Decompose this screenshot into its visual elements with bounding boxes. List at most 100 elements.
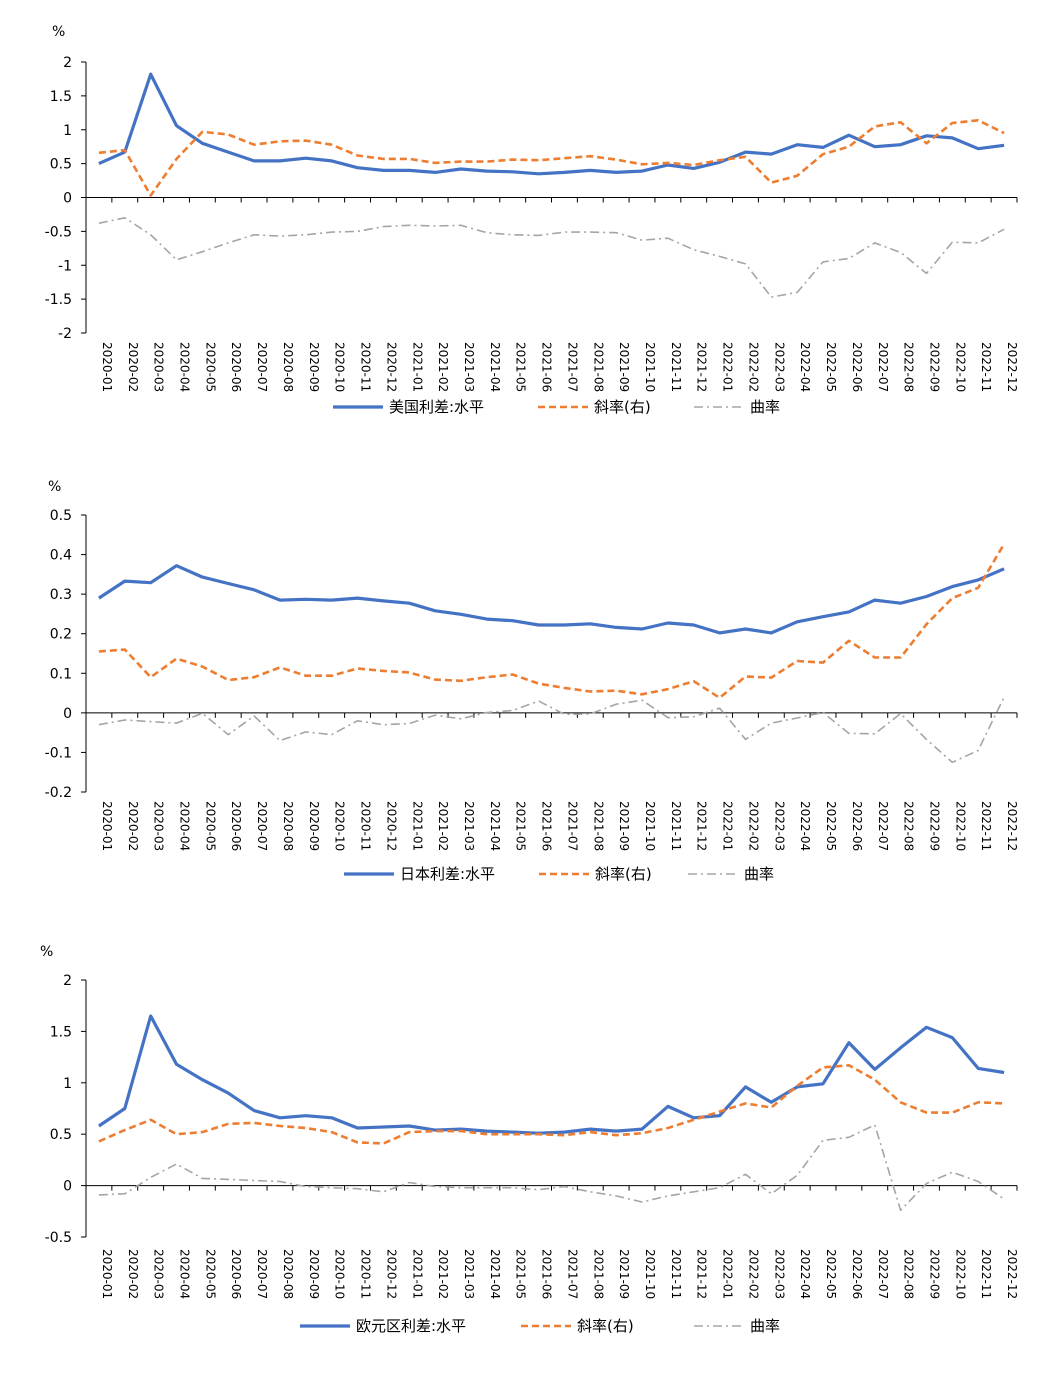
x-tick-label: 2021-05	[514, 1249, 528, 1299]
x-tick-label: 2022-06	[850, 801, 864, 851]
series-line-3	[98, 1124, 1005, 1212]
x-tick-label: 2021-03	[462, 1249, 476, 1299]
x-tick-label: 2020-06	[229, 801, 243, 851]
x-tick-label: 2021-07	[565, 1249, 579, 1299]
legend-label: 日本利差:水平	[400, 865, 495, 883]
y-tick-label: 1	[63, 1076, 72, 1092]
x-tick-label: 2020-08	[281, 801, 295, 851]
series-line-3	[98, 696, 1005, 764]
x-tick-label: 2022-02	[746, 801, 760, 851]
x-tick-label: 2021-05	[514, 801, 528, 851]
series-line-1	[98, 564, 1005, 635]
legend-label: 欧元区利差:水平	[356, 1317, 466, 1335]
legend-label: 曲率	[744, 865, 774, 883]
x-tick-label: 2022-09	[927, 342, 941, 392]
x-tick-label: 2021-07	[565, 342, 579, 392]
x-tick-label: 2022-03	[772, 801, 786, 851]
x-tick-label: 2022-05	[824, 1249, 838, 1299]
x-tick-label: 2021-08	[591, 801, 605, 851]
x-tick-label: 2021-04	[488, 1249, 502, 1299]
x-tick-label: 2022-07	[876, 801, 890, 851]
x-tick-label: 2021-06	[540, 1249, 554, 1299]
x-tick-label: 2021-03	[462, 801, 476, 851]
x-tick-label: 2022-12	[1005, 801, 1019, 851]
x-tick-label: 2020-02	[126, 342, 140, 392]
y-tick-label: 2	[63, 55, 72, 71]
x-tick-label: 2022-01	[721, 342, 735, 392]
x-tick-label: 2021-11	[669, 1249, 683, 1299]
x-tick-label: 2021-04	[488, 801, 502, 851]
series-line-2	[98, 1064, 1005, 1145]
legend-label: 曲率	[750, 1317, 780, 1335]
x-tick-label: 2022-09	[927, 801, 941, 851]
x-tick-label: 2021-05	[514, 342, 528, 392]
x-tick-label: 2021-09	[617, 342, 631, 392]
x-tick-label: 2022-10	[953, 342, 967, 392]
x-tick-label: 2021-10	[643, 1249, 657, 1299]
series-line-1	[98, 1014, 1005, 1135]
series-line-3	[98, 217, 1005, 298]
x-tick-label: 2022-07	[876, 1249, 890, 1299]
y-tick-label: -0.5	[45, 1230, 72, 1246]
chart-euro-spreads: % 2 1.5 1 0.5 0 -0.5 2020-01 2020-02 2020-03 2020-…	[40, 944, 1019, 1335]
x-tick-label: 2020-08	[281, 342, 295, 392]
x-tick-label: 2022-05	[824, 342, 838, 392]
x-tick-label: 2021-12	[695, 801, 709, 851]
x-tick-label: 2020-09	[307, 801, 321, 851]
y-tick-label: 0.5	[50, 508, 72, 524]
x-tick-label: 2020-03	[152, 1249, 166, 1299]
y-tick-label: 1	[63, 123, 72, 139]
series-line-2	[98, 119, 1005, 197]
y-tick-label: 0.1	[50, 666, 72, 682]
y-tick-label: 0	[63, 1179, 72, 1195]
x-tick-label: 2020-06	[229, 1249, 243, 1299]
x-tick-label: 2022-09	[927, 1249, 941, 1299]
x-tick-label: 2022-06	[850, 1249, 864, 1299]
x-tick-label: 2020-08	[281, 1249, 295, 1299]
y-tick-label: 1.5	[50, 1024, 72, 1040]
y-tick-label: 0.5	[50, 1127, 72, 1143]
chart-japan-spreads: % 0.5 0.4 0.3 0.2 0.1 0 -0.1 -0.2 2020-01 2020-02 2…	[45, 479, 1019, 883]
x-tick-label: 2021-09	[617, 1249, 631, 1299]
x-tick-label: 2020-09	[307, 1249, 321, 1299]
x-tick-label: 2021-02	[436, 342, 450, 392]
x-tick-label: 2020-03	[152, 801, 166, 851]
x-tick-label: 2021-04	[488, 342, 502, 392]
y-tick-label: 0	[63, 706, 72, 722]
y-tick-label: 1.5	[50, 89, 72, 105]
x-tick-label: 2021-12	[695, 1249, 709, 1299]
y-tick-label: 0.2	[50, 627, 72, 643]
x-tick-label: 2021-10	[643, 342, 657, 392]
x-tick-label: 2020-11	[359, 342, 373, 392]
y-tick-label: 0.3	[50, 587, 72, 603]
x-tick-label: 2021-06	[540, 801, 554, 851]
x-tick-label: 2020-05	[203, 1249, 217, 1299]
x-tick-label: 2021-01	[410, 801, 424, 851]
x-tick-label: 2022-01	[721, 1249, 735, 1299]
x-tick-label: 2022-11	[979, 1249, 993, 1299]
x-tick-label: 2021-01	[410, 1249, 424, 1299]
x-tick-label: 2021-08	[591, 342, 605, 392]
x-tick-label: 2020-12	[384, 801, 398, 851]
y-tick-label: -0.1	[45, 745, 72, 761]
x-tick-label: 2021-09	[617, 801, 631, 851]
x-tick-label: 2021-11	[669, 342, 683, 392]
x-tick-label: 2022-11	[979, 801, 993, 851]
x-tick-label: 2020-10	[333, 1249, 347, 1299]
x-tick-label: 2021-12	[695, 342, 709, 392]
x-tick-label: 2021-02	[436, 801, 450, 851]
y-tick-label: 0	[63, 191, 72, 207]
series-line-1	[98, 72, 1005, 176]
series-line-2	[98, 543, 1006, 700]
x-tick-label: 2022-02	[746, 342, 760, 392]
x-tick-label: 2020-12	[384, 1249, 398, 1299]
x-tick-label: 2020-03	[152, 342, 166, 392]
y-tick-label: -0.2	[45, 785, 72, 801]
y-tick-label: -2	[58, 326, 72, 342]
x-tick-label: 2020-04	[178, 1249, 192, 1299]
x-tick-label: 2020-04	[178, 342, 192, 392]
x-tick-label: 2020-04	[178, 801, 192, 851]
x-tick-label: 2021-01	[410, 342, 424, 392]
x-tick-label: 2022-07	[876, 342, 890, 392]
x-tick-label: 2021-10	[643, 801, 657, 851]
